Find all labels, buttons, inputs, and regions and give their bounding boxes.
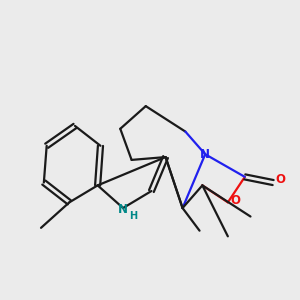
Text: O: O [231,194,241,207]
Text: O: O [275,173,285,186]
Text: N: N [200,148,210,161]
Text: H: H [129,211,137,221]
Text: N: N [118,203,128,216]
